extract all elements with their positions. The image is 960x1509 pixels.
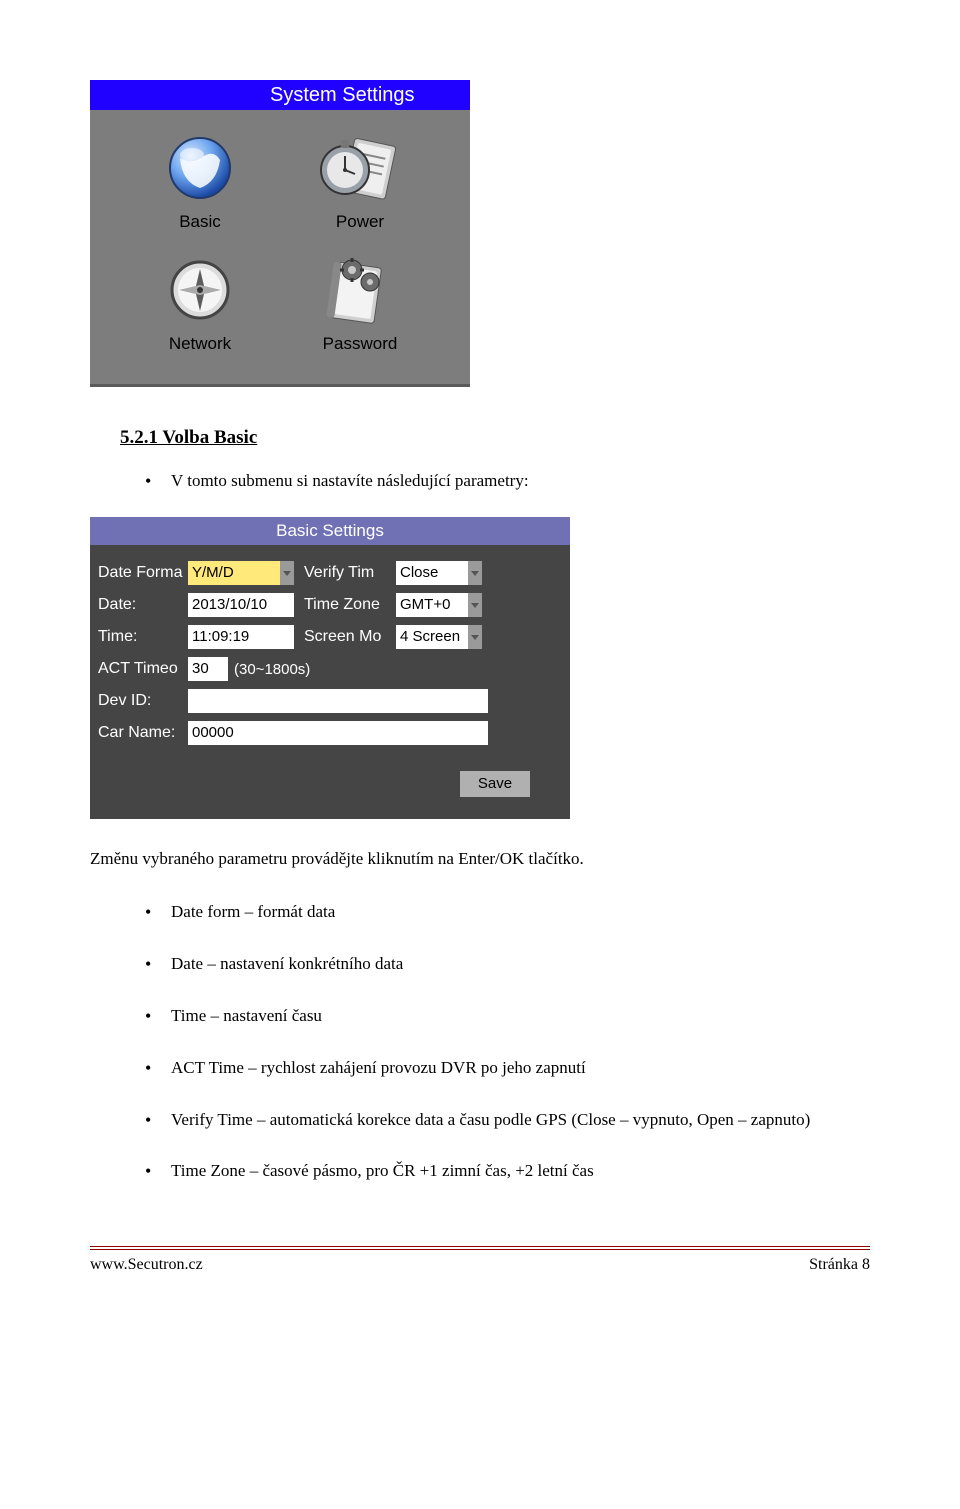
power-icon	[319, 132, 401, 204]
field-date-form[interactable]: Y/M/D	[188, 561, 294, 585]
def-item: Date – nastavení konkrétního data	[171, 951, 403, 979]
sys-item-network[interactable]: Network	[120, 250, 280, 354]
label-dev-id: Dev ID:	[94, 692, 188, 710]
note-paragraph: Změnu vybraného parametru provádějte kli…	[90, 849, 870, 869]
basic-settings-window: Basic Settings Date Forma Y/M/D Verify T…	[90, 517, 570, 819]
label-car-name: Car Name:	[94, 724, 188, 742]
def-item: ACT Time – rychlost zahájení provozu DVR…	[171, 1055, 586, 1083]
sys-item-password[interactable]: Password	[280, 250, 440, 354]
def-item: Date form – formát data	[171, 899, 335, 927]
label-date-form: Date Forma	[94, 564, 188, 582]
save-button[interactable]: Save	[460, 771, 530, 797]
field-dev-id[interactable]	[188, 689, 488, 713]
page-footer: www.Secutron.cz Stránka 8	[90, 1246, 870, 1314]
sys-item-power[interactable]: Power	[280, 128, 440, 232]
def-item: Verify Time – automatická korekce data a…	[171, 1107, 810, 1135]
separator	[90, 384, 470, 387]
field-time-zone[interactable]: GMT+0	[396, 593, 482, 617]
label-screen-mode: Screen Mo	[294, 628, 396, 646]
basic-settings-title: Basic Settings	[90, 517, 570, 545]
label-time-zone: Time Zone	[294, 596, 396, 614]
footer-right: Stránka 8	[809, 1256, 870, 1274]
label-act-timeout: ACT Timeo	[94, 660, 188, 678]
section-heading: 5.2.1 Volba Basic	[120, 427, 870, 449]
bullet-dot: •	[145, 471, 171, 492]
label-verify-time: Verify Tim	[294, 564, 396, 582]
label-date: Date:	[94, 596, 188, 614]
sys-item-label: Basic	[179, 212, 221, 231]
def-item: Time Zone – časové pásmo, pro ČR +1 zimn…	[171, 1158, 594, 1186]
sys-item-label: Network	[169, 334, 231, 353]
note-act-range: (30~1800s)	[228, 661, 310, 678]
field-time[interactable]: 11:09:19	[188, 625, 294, 649]
compass-icon	[167, 257, 233, 323]
globe-icon	[165, 133, 235, 203]
field-verify-time[interactable]: Close	[396, 561, 482, 585]
label-time: Time:	[94, 628, 188, 646]
sys-item-basic[interactable]: Basic	[120, 128, 280, 232]
system-settings-window: System Settings	[90, 80, 470, 387]
sys-item-label: Power	[336, 212, 384, 231]
field-car-name[interactable]: 00000	[188, 721, 488, 745]
password-icon	[320, 254, 400, 326]
intro-text: V tomto submenu si nastavíte následující…	[171, 471, 529, 492]
system-settings-title: System Settings	[90, 80, 470, 110]
field-act-timeout[interactable]: 30	[188, 657, 228, 681]
footer-left: www.Secutron.cz	[90, 1256, 203, 1274]
field-screen-mode[interactable]: 4 Screen	[396, 625, 482, 649]
definition-list: •Date form – formát data •Date – nastave…	[145, 899, 870, 1186]
def-item: Time – nastavení času	[171, 1003, 322, 1031]
sys-item-label: Password	[323, 334, 398, 353]
field-date[interactable]: 2013/10/10	[188, 593, 294, 617]
